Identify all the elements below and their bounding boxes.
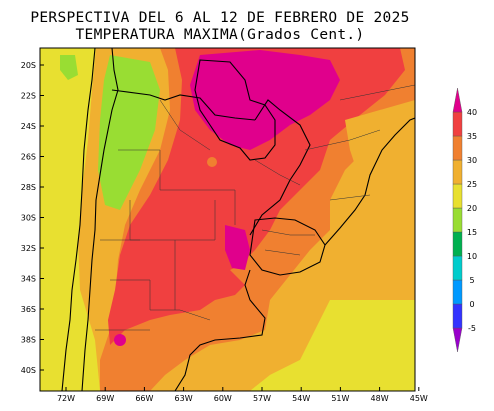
legend-label: 25 — [467, 180, 477, 189]
lat-label: 30S — [21, 214, 36, 223]
legend-label: 30 — [467, 156, 477, 165]
lon-label: 54W — [292, 394, 310, 403]
legend-swatch — [452, 111, 463, 137]
lat-label: 24S — [21, 122, 36, 131]
zone-30-35-east — [345, 100, 415, 190]
lat-label: 22S — [21, 92, 36, 101]
legend-label: 10 — [467, 252, 477, 261]
country-borders — [61, 48, 415, 391]
lon-label: 48W — [371, 394, 389, 403]
atlantic-coastline — [324, 117, 415, 246]
legend-swatch — [452, 87, 463, 113]
lon-label: 57W — [253, 394, 271, 403]
legend-label: 5 — [469, 276, 474, 285]
lat-label: 38S — [21, 336, 36, 345]
brazil-border — [249, 99, 311, 236]
map-title: PERSPECTIVA DEL 6 AL 12 DE FEBRERO DE 20… — [30, 10, 410, 26]
andes-border — [81, 48, 119, 391]
legend-swatch — [452, 255, 463, 281]
legend-swatch — [452, 303, 463, 329]
lat-label: 26S — [21, 153, 36, 162]
bolivia-border — [111, 89, 256, 121]
province-borders — [95, 84, 415, 331]
lon-label: 63W — [175, 394, 193, 403]
lat-label: 36S — [21, 305, 36, 314]
zone-magenta-north — [190, 50, 340, 150]
legend-swatch — [452, 327, 463, 353]
lon-label: 69W — [96, 394, 114, 403]
legend-label: -5 — [468, 324, 476, 333]
zone-20-25-small — [60, 55, 78, 80]
zone-25-30-south — [250, 300, 415, 391]
lat-label: 20S — [21, 61, 36, 70]
legend-swatch — [452, 207, 463, 233]
latitude-axis: 20S 22S 24S 26S 28S 30S 32S 34S 36S 38S 40S — [21, 61, 44, 375]
legend-swatch — [452, 135, 463, 161]
legend-swatch — [452, 183, 463, 209]
argentina-coastline — [174, 269, 266, 391]
lat-label: 32S — [21, 244, 36, 253]
lat-label: 28S — [21, 183, 36, 192]
lon-label: 60W — [214, 394, 232, 403]
zone-magenta-south — [114, 334, 126, 346]
legend-swatch — [452, 231, 463, 257]
legend-label: 40 — [467, 108, 477, 117]
longitude-axis: 72W 69W 66W 63W 60W 57W 54W 51W 48W 45W — [57, 387, 428, 403]
legend-label: 15 — [467, 228, 477, 237]
color-legend: -5 0 5 10 15 20 25 30 35 40 — [452, 87, 477, 353]
legend-swatch — [452, 159, 463, 185]
zone-magenta-central — [225, 225, 250, 270]
lon-label: 45W — [410, 394, 428, 403]
lat-label: 40S — [21, 366, 36, 375]
zone-40-plus-red — [108, 48, 405, 345]
paraguay-border — [194, 59, 276, 161]
plot-frame — [39, 47, 416, 392]
legend-label: 0 — [469, 300, 474, 309]
lon-label: 51W — [331, 394, 349, 403]
lon-label: 72W — [57, 394, 75, 403]
pacific-coastline — [61, 48, 96, 391]
zone-magenta-spot — [207, 157, 217, 167]
lon-label: 66W — [135, 394, 153, 403]
legend-label: 20 — [467, 204, 477, 213]
uruguay-border — [249, 217, 326, 276]
lat-label: 34S — [21, 275, 36, 284]
legend-swatch — [452, 279, 463, 305]
map-subtitle: TEMPERATURA MAXIMA(Grados Cent.) — [75, 27, 365, 43]
legend-label: 35 — [467, 132, 477, 141]
